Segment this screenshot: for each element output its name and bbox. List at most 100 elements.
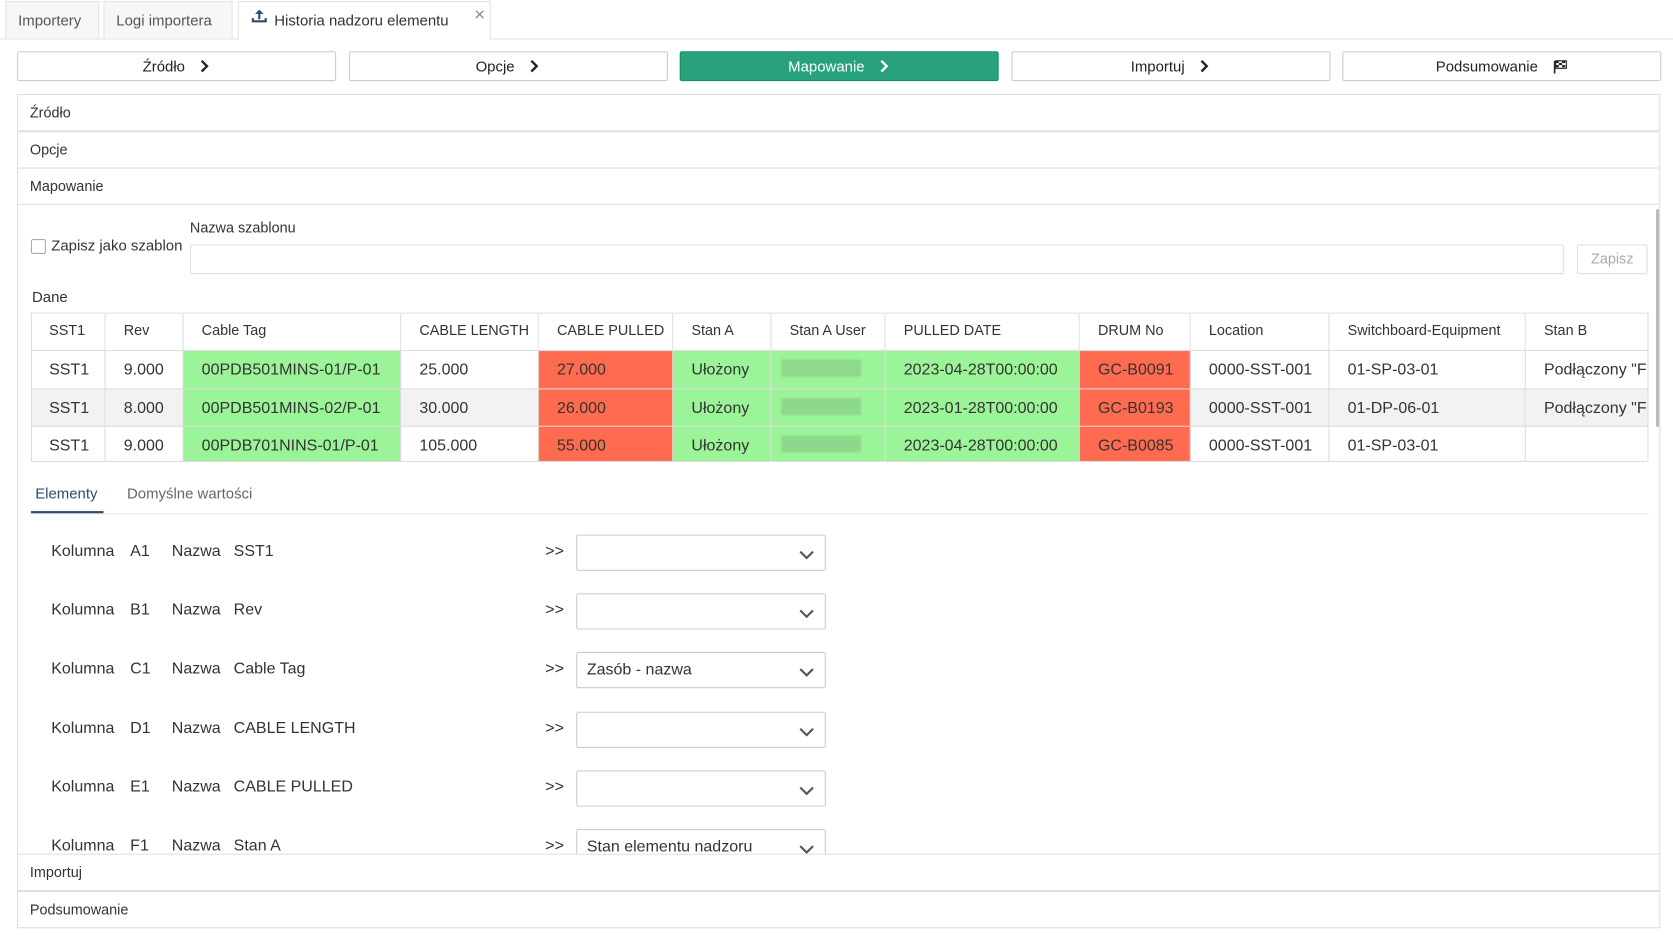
table-cell: Ułożony — [673, 389, 772, 427]
table-cell: GC-B0085 — [1079, 426, 1191, 463]
section-header[interactable]: Podsumowanie — [17, 890, 1661, 929]
icon — [799, 775, 814, 809]
checkbox[interactable] — [30, 239, 46, 254]
step-label: Importuj — [1130, 57, 1185, 75]
checkbox-label: Zapisz jako szablon — [51, 236, 183, 254]
table-cell: 0000-SST-001 — [1190, 351, 1330, 390]
arrow: >> — [545, 719, 564, 738]
table-cell: SST1 — [32, 389, 106, 427]
table-cell: SST1 — [32, 426, 106, 463]
arrow: >> — [545, 777, 564, 796]
step-button[interactable]: Importuj — [1010, 51, 1331, 82]
table-cell: SST1 — [32, 351, 106, 390]
subtab-underline — [30, 511, 104, 514]
subtab[interactable]: Elementy — [35, 484, 98, 502]
table-cell: Podłączony "F — [1525, 389, 1649, 427]
icon — [799, 716, 814, 750]
select[interactable]: Zasób - nazwa — [576, 651, 826, 689]
table-cell — [771, 351, 886, 390]
table-cell: 55.000 — [538, 426, 674, 463]
redacted — [781, 435, 862, 453]
redacted — [781, 359, 862, 377]
select-value: Zasób - nazwa — [586, 660, 692, 679]
table-cell: 2023-01-28T00:00:00 — [885, 389, 1080, 427]
table-cell: 9.000 — [105, 351, 184, 390]
icon — [200, 54, 211, 82]
arrow: >> — [545, 542, 564, 561]
table-cell: 105.000 — [401, 426, 539, 463]
table-cell — [771, 389, 886, 427]
tab[interactable]: Logi importera — [103, 1, 233, 39]
table-cell: 25.000 — [401, 351, 539, 390]
section-header[interactable]: Źródło — [17, 93, 1661, 132]
table-header: Stan A — [673, 313, 772, 352]
column-word: Kolumna — [51, 659, 115, 678]
tab-rule — [0, 38, 1673, 40]
column-name: CABLE PULLED — [233, 777, 353, 796]
table-cell: GC-B0091 — [1079, 351, 1191, 390]
column-id: C1 — [130, 659, 151, 678]
icon — [799, 598, 814, 632]
table-cell: 9.000 — [105, 426, 184, 463]
select[interactable]: Stan elementu nadzoru — [576, 829, 826, 854]
column-name: Rev — [233, 600, 263, 619]
select[interactable] — [576, 534, 826, 571]
step-button[interactable]: Źródło — [17, 51, 337, 82]
table-cell: 00PDB501MINS-01/P-01 — [183, 351, 402, 390]
select-value: Stan elementu nadzoru — [586, 837, 753, 854]
icon — [251, 2, 268, 34]
save-button[interactable]: Zapisz — [1577, 244, 1648, 275]
template-input[interactable] — [189, 244, 1565, 275]
column-word: Kolumna — [51, 542, 115, 561]
table-header: Stan B — [1525, 313, 1649, 352]
arrow: >> — [545, 836, 564, 854]
table-cell: 01-SP-03-01 — [1329, 351, 1526, 390]
column-word: Kolumna — [51, 777, 115, 796]
column-name: SST1 — [233, 542, 274, 561]
table-cell: Ułożony — [673, 426, 772, 463]
table-cell: 2023-04-28T00:00:00 — [885, 426, 1080, 463]
subtab[interactable]: Domyślne wartości — [126, 484, 253, 502]
step-label: Opcje — [475, 57, 515, 75]
name-word: Nazwa — [171, 659, 221, 678]
table-cell: Ułożony — [673, 351, 772, 390]
subtab-rule — [30, 513, 1649, 515]
template-name-label: Nazwa szablonu — [189, 219, 296, 236]
select[interactable] — [576, 593, 826, 632]
column-word: Kolumna — [51, 600, 115, 619]
column-id: E1 — [130, 777, 150, 796]
table-cell: 01-SP-03-01 — [1329, 426, 1526, 463]
icon — [530, 54, 541, 82]
select[interactable] — [576, 770, 826, 809]
step-button[interactable]: Podsumowanie — [1342, 51, 1662, 82]
table-cell: 27.000 — [538, 351, 674, 390]
table-cell: 0000-SST-001 — [1190, 426, 1330, 463]
step-button[interactable]: Opcje — [348, 51, 668, 82]
table-header: CABLE PULLED — [538, 313, 674, 352]
column-name: Stan A — [233, 836, 281, 854]
tab[interactable]: Historia nadzoru elementu — [237, 0, 491, 40]
table-cell — [771, 426, 886, 463]
table-cell: 00PDB701NINS-01/P-01 — [183, 426, 402, 463]
select[interactable] — [576, 711, 826, 750]
redacted — [781, 397, 862, 416]
icon — [475, 0, 485, 33]
section-header[interactable]: Mapowanie — [17, 167, 1661, 205]
step-label: Źródło — [142, 57, 185, 75]
step-button[interactable]: Mapowanie — [679, 51, 999, 82]
name-word: Nazwa — [171, 777, 221, 796]
data-table: SST1 Rev Cable Tag CABLE LENGTH CABLE PULLED… — [30, 312, 1649, 463]
column-word: Kolumna — [51, 719, 115, 738]
table-header: PULLED DATE — [885, 313, 1080, 352]
section-header[interactable]: Importuj — [17, 853, 1661, 891]
table-header: Rev — [105, 313, 184, 352]
icon — [1200, 54, 1211, 82]
step-label: Mapowanie — [788, 57, 865, 75]
table-header: DRUM No — [1079, 313, 1191, 352]
table-cell: 30.000 — [401, 389, 539, 427]
tab[interactable]: Importery — [5, 1, 100, 39]
table-header: Stan A User — [771, 313, 886, 352]
section-header[interactable]: Opcje — [17, 131, 1661, 169]
